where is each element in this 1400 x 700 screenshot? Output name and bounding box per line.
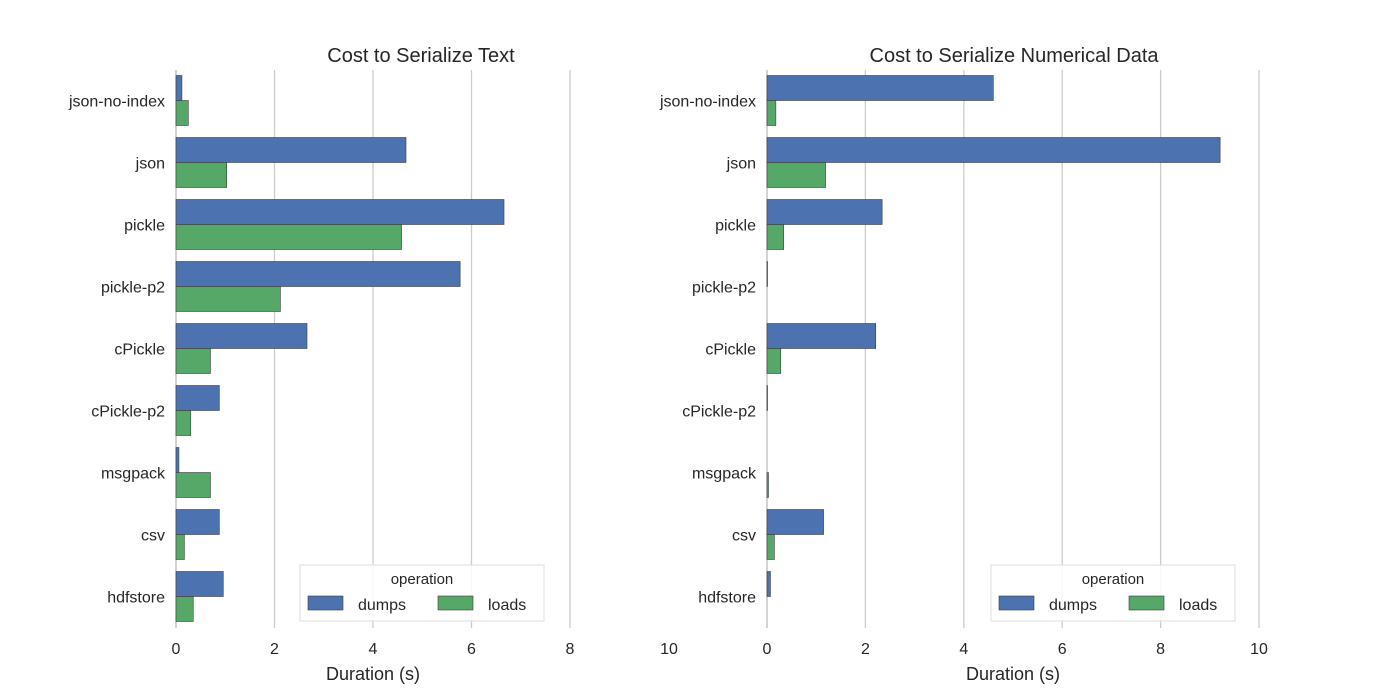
bar-dumps-json-no-index [766,75,994,101]
legend-label-dumps: dumps [358,597,406,614]
x-tick-label: 8 [1156,641,1165,658]
legend-title: operation [391,571,454,588]
y-tick-label: cPickle-p2 [682,404,756,421]
legend-label-dumps: dumps [1049,597,1097,614]
y-tick-label: json [726,156,756,173]
y-tick-label: hdfstore [698,590,756,607]
bar-dumps-csv [175,509,220,535]
x-tick-label-extra: 10 [660,641,678,658]
bar-loads-pickle [175,224,402,250]
bar-loads-json [175,162,228,188]
bar-dumps-hdfstore [766,571,771,597]
y-tick-label: pickle-p2 [692,280,756,297]
legend-label-loads: loads [1179,597,1217,614]
bar-dumps-pickle [175,199,505,225]
y-tick-label: pickle [124,218,165,235]
y-tick-label: hdfstore [107,590,165,607]
bar-loads-cPickle [175,348,211,374]
legend-swatch-dumps [307,595,344,611]
bar-loads-json-no-index [766,100,777,126]
chart-panel-2: json-no-index json pickle pickle-p2 cPickle c… [659,45,1268,684]
legend-box [299,564,545,622]
x-tick-label: 0 [763,641,772,658]
legend: operation dumps loads [299,564,545,622]
bar-dumps-json [175,137,407,163]
bar-dumps-hdfstore [175,571,224,597]
x-tick-label: 4 [369,641,378,658]
y-tick-label: cPickle [114,342,165,359]
y-tick-label: msgpack [101,466,166,483]
x-tick-label: 10 [1250,641,1268,658]
bar-dumps-json [766,137,1221,163]
x-tick-label: 8 [566,641,575,658]
bar-dumps-csv [766,509,824,535]
x-tick-label: 6 [467,641,476,658]
chart-title: Cost to Serialize Numerical Data [870,45,1160,67]
legend-title: operation [1082,571,1145,588]
bar-loads-cPickle-p2 [175,410,192,436]
bar-dumps-pickle-p2 [175,261,461,287]
bar-dumps-json-no-index [175,75,183,101]
bar-loads-csv [766,534,775,560]
y-tick-label: json-no-index [659,94,756,111]
y-tick-label: json-no-index [68,94,165,111]
legend-label-loads: loads [488,597,526,614]
bar-dumps-cPickle [175,323,308,349]
y-tick-label: cPickle [705,342,756,359]
bar-loads-cPickle [766,348,782,374]
x-axis-label: Duration (s) [966,664,1060,684]
y-tick-label: cPickle-p2 [91,404,165,421]
x-tick-label: 2 [861,641,870,658]
bar-loads-msgpack [175,472,211,498]
bar-loads-pickle-p2 [175,286,281,312]
y-tick-label: json [135,156,165,173]
legend-swatch-loads [437,595,474,611]
bar-loads-hdfstore [175,596,194,622]
bar-dumps-cPickle [766,323,877,349]
y-tick-label: pickle [715,218,756,235]
bar-loads-msgpack [766,472,769,498]
legend: operation dumps loads [990,564,1236,622]
y-tick-label: csv [141,528,165,545]
bar-dumps-msgpack [175,447,180,473]
bar-loads-pickle [766,224,785,250]
bar-loads-json [766,162,826,188]
x-tick-label: 6 [1058,641,1067,658]
chart-title: Cost to Serialize Text [327,45,515,67]
legend-swatch-loads [1128,595,1165,611]
x-axis-label: Duration (s) [326,664,420,684]
y-tick-label: csv [732,528,756,545]
legend-box [990,564,1236,622]
bar-dumps-cPickle-p2 [175,385,220,411]
x-tick-label: 2 [270,641,279,658]
bar-loads-json-no-index [175,100,189,126]
bar-loads-csv [175,534,185,560]
x-tick-label: 0 [172,641,181,658]
legend-swatch-dumps [998,595,1035,611]
x-tick-label: 4 [959,641,968,658]
y-tick-label: msgpack [692,466,757,483]
y-tick-label: pickle-p2 [101,280,165,297]
bar-dumps-pickle [766,199,883,225]
chart-panel-1: json-no-index json pickle pickle-p2 cPickle c… [68,45,575,684]
